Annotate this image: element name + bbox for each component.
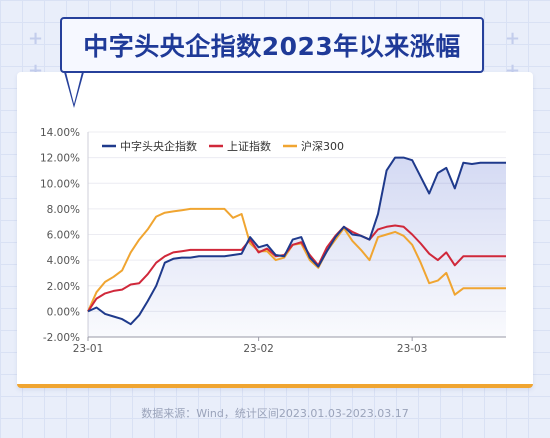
plus-decoration-icon: + [505, 28, 521, 49]
callout-tail-inner [66, 72, 82, 104]
series-line [87, 156, 506, 326]
legend-label: 上证指数 [227, 139, 271, 153]
chart-legend: 中字头央企指数 上证指数 沪深300 [102, 139, 344, 153]
series-line [87, 224, 506, 312]
series-area-fill [88, 157, 506, 337]
y-tick-label: 8.00% [47, 204, 80, 216]
chart-area-fill [88, 157, 506, 337]
y-tick-label: 0.00% [47, 306, 80, 318]
y-tick-label: -2.00% [43, 332, 80, 344]
y-tick-label: 6.00% [47, 230, 80, 242]
title-banner: 中字头央企指数2023年以来涨幅 [60, 17, 484, 73]
legend-label: 沪深300 [301, 139, 344, 153]
chart-title: 中字头央企指数2023年以来涨幅 [83, 32, 461, 61]
source-footer: 数据来源：Wind，统计区间2023.01.03-2023.03.17 [141, 407, 409, 420]
y-tick-label: 2.00% [47, 281, 80, 293]
x-tick-label: 23-01 [73, 343, 104, 355]
x-axis-ticks: 23-01 23-02 23-03 [73, 337, 428, 355]
y-tick-label: 12.00% [40, 153, 80, 165]
x-tick-label: 23-03 [397, 343, 428, 355]
y-tick-label: 14.00% [40, 127, 80, 139]
legend-label: 中字头央企指数 [120, 139, 197, 153]
y-axis-ticks: 14.00% 12.00% 10.00% 8.00% 6.00% 4.00% 2.00% 0.… [40, 127, 80, 344]
plus-decoration-icon: + [28, 28, 44, 49]
y-tick-label: 4.00% [47, 255, 80, 267]
y-tick-label: 10.00% [40, 178, 80, 190]
chart-lines [87, 156, 506, 326]
x-tick-label: 23-02 [243, 343, 274, 355]
